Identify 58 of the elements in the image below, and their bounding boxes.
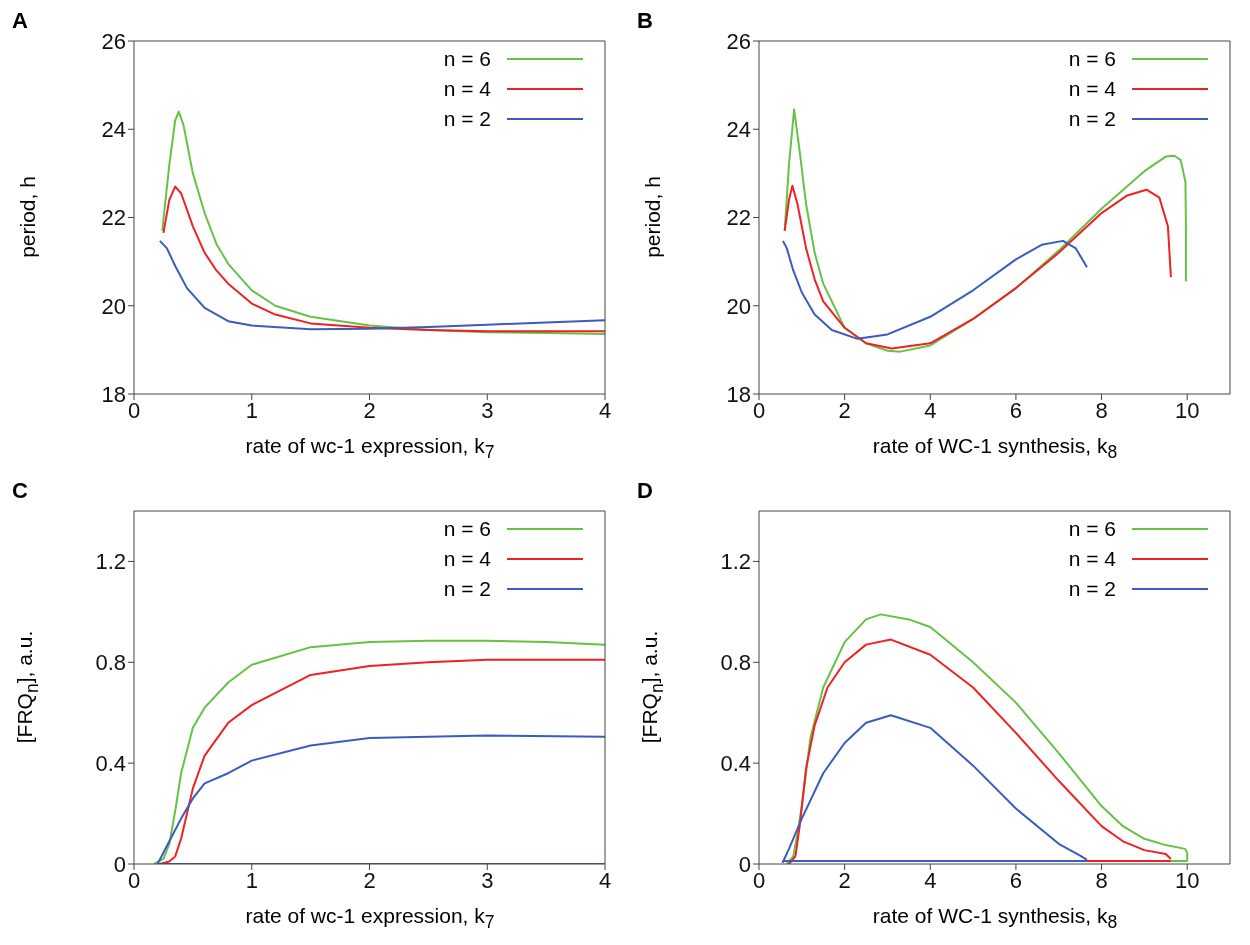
y-tick-label: 20: [101, 293, 126, 319]
y-tick-label: 22: [726, 205, 751, 231]
y-tick-label: 24: [101, 117, 126, 143]
y-tick-label: 1.2: [95, 549, 126, 575]
x-tick-label: 10: [1174, 867, 1200, 893]
x-tick-label: 1: [245, 397, 258, 423]
y-axis-title: period, h: [16, 176, 40, 258]
chart-title: D: [637, 478, 653, 504]
x-tick-label: 4: [924, 397, 937, 423]
y-tick-label: 0.8: [720, 650, 751, 676]
x-axis-title: rate of wc-1 expression, k$_{7}$: [244, 904, 496, 934]
x-tick-label: 2: [838, 397, 851, 423]
x-tick-label: 6: [1009, 867, 1023, 893]
chart-title: B: [637, 8, 653, 34]
x-tick-label: 4: [598, 397, 612, 423]
x-tick-label: 2: [363, 397, 376, 423]
y-tick-label: 20: [726, 293, 751, 319]
y-tick-label: 0.4: [95, 750, 126, 776]
chart-title: C: [12, 478, 28, 504]
y-axis-title: period, h: [641, 176, 665, 258]
y-tick-label: 26: [726, 28, 751, 54]
y-tick-label: 0: [738, 851, 751, 877]
x-tick-label: 1: [245, 867, 258, 893]
legend-label: n = 2: [1068, 576, 1116, 602]
legend-label: n = 6: [443, 516, 491, 542]
y-tick-label: 0: [113, 851, 126, 877]
x-tick-label: 6: [1009, 397, 1023, 423]
legend-label: n = 2: [443, 576, 491, 602]
x-tick-label: 2: [363, 867, 376, 893]
legend-label: n = 4: [443, 546, 491, 572]
chart-title: A: [12, 8, 28, 34]
y-tick-label: 24: [726, 117, 751, 143]
x-tick-label: 4: [924, 867, 937, 893]
y-tick-label: 0.4: [720, 750, 751, 776]
y-tick-label: 18: [726, 381, 751, 407]
y-tick-label: 22: [101, 205, 126, 231]
x-axis-title: rate of WC-1 synthesis, k$_{8}$: [871, 904, 1119, 934]
legend-label: n = 2: [443, 106, 491, 132]
legend-label: n = 4: [1068, 546, 1116, 572]
y-tick-label: 1.2: [720, 549, 751, 575]
x-tick-label: 3: [481, 867, 494, 893]
x-axis-title: rate of wc-1 expression, k$_{7}$: [244, 434, 496, 464]
x-tick-label: 4: [598, 867, 612, 893]
legend-label: n = 6: [1068, 516, 1116, 542]
legend-label: n = 2: [1068, 106, 1116, 132]
x-tick-label: 2: [838, 867, 851, 893]
legend-label: n = 6: [443, 46, 491, 72]
x-axis-title: rate of WC-1 synthesis, k$_{8}$: [871, 434, 1119, 464]
y-tick-label: 18: [101, 381, 126, 407]
x-tick-label: 10: [1174, 397, 1200, 423]
y-tick-label: 0.8: [95, 650, 126, 676]
x-tick-label: 8: [1095, 397, 1108, 423]
legend-label: n = 4: [443, 76, 491, 102]
legend-label: n = 6: [1068, 46, 1116, 72]
y-tick-label: 26: [101, 28, 126, 54]
x-tick-label: 8: [1095, 867, 1108, 893]
legend-label: n = 4: [1068, 76, 1116, 102]
x-tick-label: 3: [481, 397, 494, 423]
